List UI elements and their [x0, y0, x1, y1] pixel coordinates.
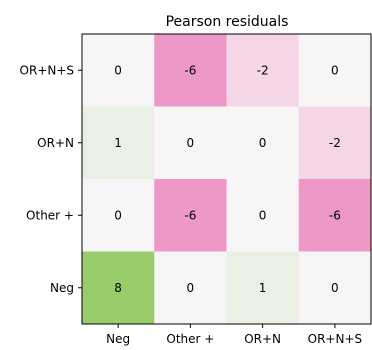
chart-title: Pearson residuals: [166, 14, 289, 30]
x-tick-label: Other +: [166, 332, 214, 346]
heatmap-cell: [154, 34, 227, 107]
cell-value-label: 0: [187, 281, 195, 295]
heatmap-cell: [82, 106, 155, 180]
heatmap-cell: [298, 179, 372, 252]
x-tick-label: OR+N+S: [308, 332, 363, 346]
heatmap-cell: [154, 179, 227, 252]
x-axis: Neg Other + OR+N OR+N+S: [106, 324, 362, 346]
heatmap-cell: [298, 34, 372, 107]
y-tick-label: Other +: [26, 208, 74, 222]
plot-frame: [81, 33, 372, 325]
heatmap-cells: 0 -6 -2 0 1 0 0 -2 0 -6 0 -6 8 0 1 0: [82, 34, 372, 325]
cell-value-label: 0: [259, 208, 267, 222]
y-tick-label: OR+N: [37, 136, 74, 150]
cell-value-label: 0: [259, 136, 267, 150]
cell-value-label: 1: [259, 281, 267, 295]
heatmap-cell: [82, 251, 155, 325]
cell-value-label: 0: [114, 208, 122, 222]
x-tick-label: Neg: [106, 332, 130, 346]
cell-value-label: -6: [184, 63, 196, 77]
heatmap-cell: [298, 106, 372, 180]
cell-value-label: 0: [187, 136, 195, 150]
heatmap-cell: [154, 106, 227, 180]
cell-value-label: -2: [329, 136, 341, 150]
cell-value-label: -2: [257, 63, 269, 77]
cell-value-label: 0: [331, 281, 339, 295]
heatmap-cell: [226, 34, 300, 107]
heatmap-cell: [82, 179, 155, 252]
heatmap-cell: [226, 179, 300, 252]
cell-value-label: 0: [114, 63, 122, 77]
heatmap-cell: [298, 251, 372, 325]
y-tick-label: Neg: [50, 281, 74, 295]
cell-value-label: 8: [114, 281, 122, 295]
cell-value-label: 0: [331, 63, 339, 77]
cell-value-label: -6: [184, 208, 196, 222]
heatmap-cell: [154, 251, 227, 325]
cell-value-label: 1: [114, 136, 122, 150]
y-axis: OR+N+S OR+N Other + Neg: [20, 63, 82, 295]
y-tick-label: OR+N+S: [20, 63, 75, 77]
cell-value-label: -6: [329, 208, 341, 222]
heatmap-cell: [226, 251, 300, 325]
heatmap-cell: [82, 34, 155, 107]
x-tick-label: OR+N: [244, 332, 281, 346]
heatmap-cell: [226, 106, 300, 180]
